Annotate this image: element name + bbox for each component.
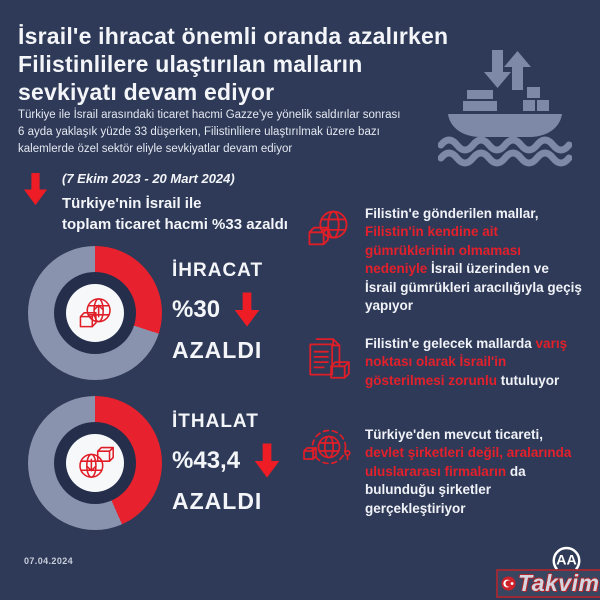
bullet-text: Türkiye'den mevcut ticareti, devlet şirk… [365,427,572,516]
imports-donut-chart [28,396,162,530]
title-line: İsrail'e ihracat önemli oranda azalırken [18,23,449,49]
intro-paragraph: Türkiye ile İsrail arasındaki ticaret ha… [18,107,408,158]
watermark-text: Takvim [518,570,600,596]
period-range: (7 Ekim 2023 - 20 Mart 2024) [62,171,235,186]
chart-title: İTHALAT [172,411,259,432]
export-globe-icon [79,298,111,328]
donut-core [66,284,124,342]
bullet-text: Filistin'e gönderilen mallar, Filistin'i… [365,206,582,314]
bullet-text: Filistin'e gelecek mallarda varış noktas… [365,336,568,388]
anadolu-agency-logo: AA [552,546,581,571]
turkish-flag-icon [501,576,516,591]
takvim-watermark: Takvim [496,569,600,598]
date-stamp: 07.04.2024 [24,556,74,566]
intro-line: kalemlerde özel sektör eliyle sevkiyatla… [18,143,293,155]
cargo-ship-icon [438,50,572,167]
chart-status: AZALDI [172,337,263,363]
chart-title: İHRACAT [172,260,264,281]
bullet-companies: Türkiye'den mevcut ticareti, devlet şirk… [302,426,584,518]
import-globe-icon [79,446,114,478]
chart-value: %43,4 [172,447,241,474]
decrease-arrow-icon [254,443,280,478]
title-line: sevkiyatı devam ediyor [18,79,275,105]
decrease-arrow-icon [23,173,48,206]
globe-box-icon [308,210,348,246]
bullet-customs: Filistin'e gönderilen mallar, Filistin'i… [302,205,584,315]
page-title: İsrail'e ihracat önemli oranda azalırken… [18,22,468,106]
donut-hole [54,422,136,504]
intro-line: 6 ayda yaklaşık yüzde 33 düşerken, Filis… [18,126,380,138]
decrease-arrow-icon [234,292,260,327]
donut-hole [54,272,136,354]
globe-network-icon [303,429,351,465]
period-block: (7 Ekim 2023 - 20 Mart 2024) Türkiye'nin… [62,171,288,235]
chart-value: %30 [172,296,221,323]
intro-line: Türkiye ile İsrail arasındaki ticaret ha… [18,109,401,121]
donut-core [66,434,124,492]
bullet-destination: Filistin'e gelecek mallarda varış noktas… [302,335,584,390]
agency-initials: AA [556,553,576,569]
title-line: Filistinlilere ulaştırılan malların [18,51,363,77]
chart-status: AZALDI [172,488,263,514]
key-stat-line: toplam ticaret hacmi %33 azaldı [62,216,288,233]
documents-box-icon [309,338,350,379]
key-stat-line: Türkiye'nin İsrail ile [62,195,202,212]
imports-caption: İTHALAT %43,4 AZALDI [172,411,312,515]
exports-caption: İHRACAT %30 AZALDI [172,260,312,364]
exports-donut-chart [28,246,162,380]
